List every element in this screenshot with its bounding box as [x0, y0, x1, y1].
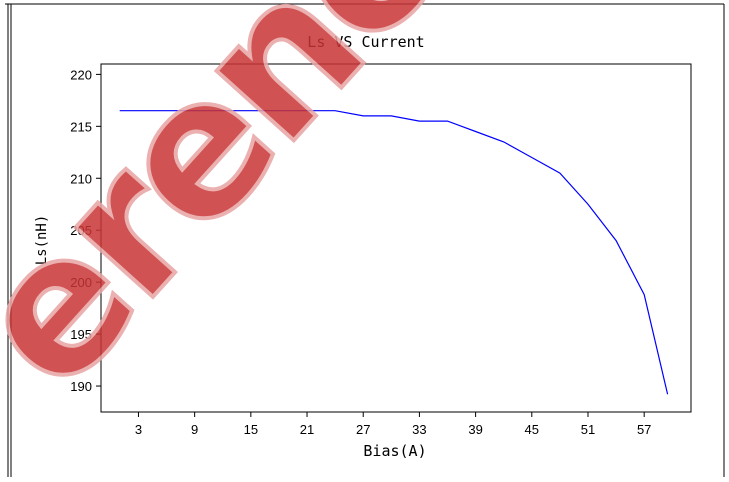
x-tick-label: 15	[244, 422, 258, 437]
x-tick-label: 57	[637, 422, 651, 437]
x-tick-label: 27	[356, 422, 370, 437]
x-tick-label: 39	[468, 422, 482, 437]
x-axis-label: Bias(A)	[363, 442, 426, 460]
y-tick-label: 220	[70, 67, 92, 82]
x-tick-label: 33	[412, 422, 426, 437]
x-tick-label: 45	[525, 422, 539, 437]
x-tick-label: 9	[191, 422, 198, 437]
x-tick-label: 51	[581, 422, 595, 437]
x-tick-label: 21	[300, 422, 314, 437]
x-tick-label: 3	[135, 422, 142, 437]
